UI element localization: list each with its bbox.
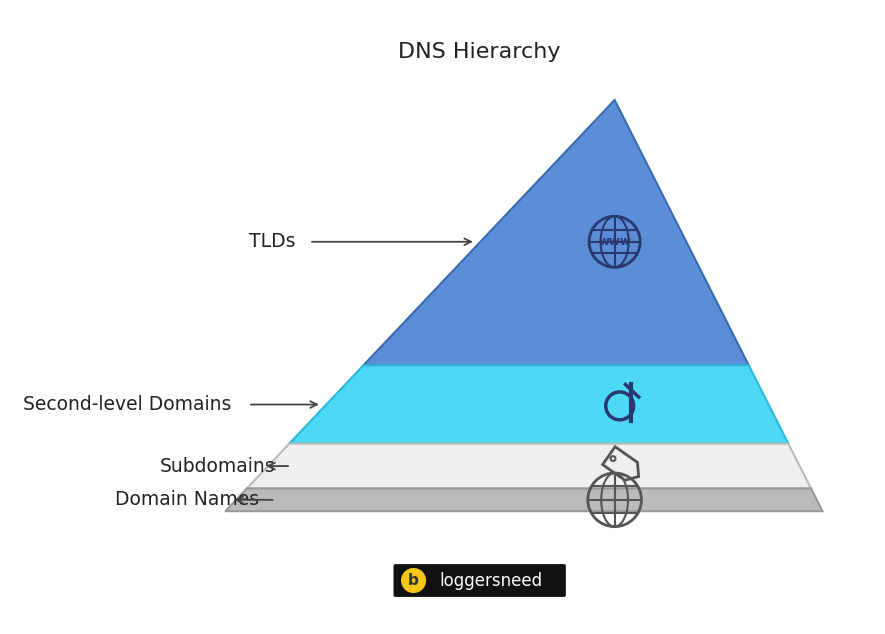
Text: TLDs: TLDs <box>249 232 296 251</box>
Text: Second-level Domains: Second-level Domains <box>23 395 232 414</box>
FancyBboxPatch shape <box>394 564 566 597</box>
Circle shape <box>402 569 426 592</box>
Polygon shape <box>247 444 811 488</box>
Text: b: b <box>408 573 419 588</box>
Text: Subdomains: Subdomains <box>160 456 275 476</box>
Polygon shape <box>289 365 789 444</box>
Polygon shape <box>226 488 822 511</box>
Text: loggersneed: loggersneed <box>439 571 543 590</box>
Text: DNS Hierarchy: DNS Hierarchy <box>398 42 561 61</box>
Polygon shape <box>364 100 749 365</box>
Text: Domain Names: Domain Names <box>115 490 259 509</box>
Text: www: www <box>598 235 631 249</box>
